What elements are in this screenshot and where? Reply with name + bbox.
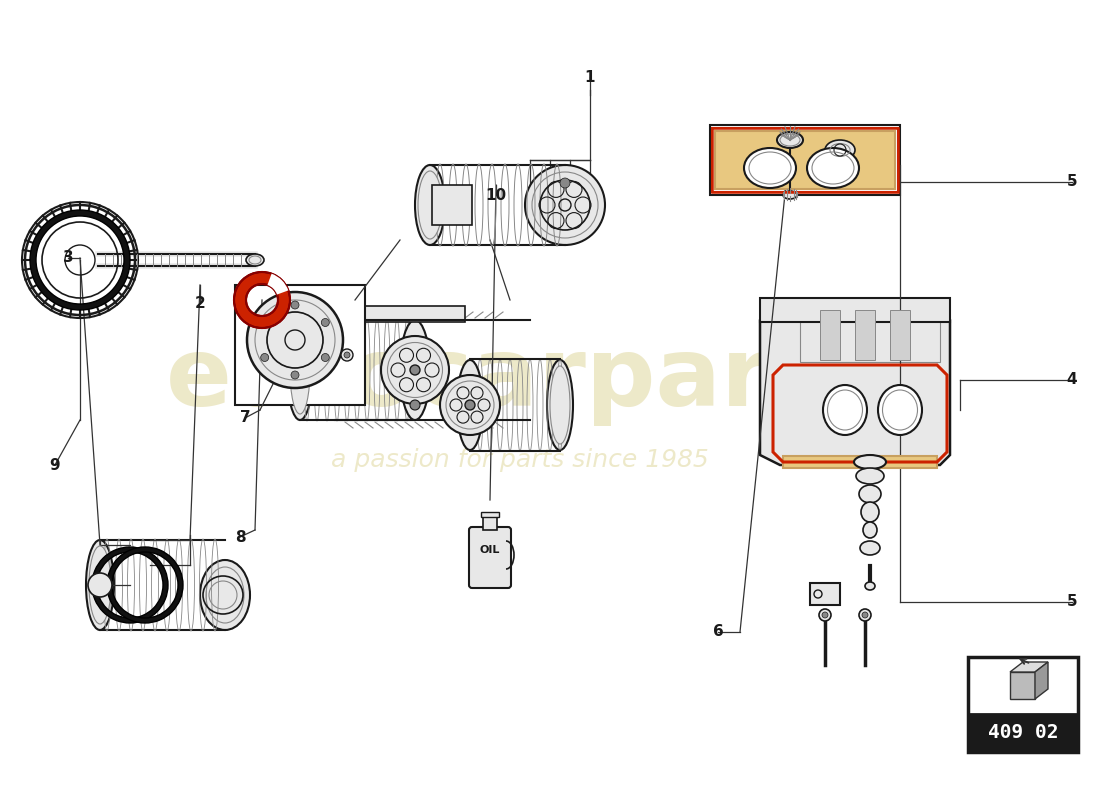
Ellipse shape	[415, 165, 446, 245]
Ellipse shape	[381, 336, 449, 404]
Bar	[345, 306, 465, 322]
Ellipse shape	[89, 546, 111, 624]
Text: 4: 4	[1067, 373, 1077, 387]
Circle shape	[321, 354, 329, 362]
Bar	[968, 657, 1078, 752]
Ellipse shape	[290, 326, 310, 414]
Bar	[718, 134, 892, 186]
Circle shape	[321, 318, 329, 326]
Text: 1: 1	[585, 70, 595, 85]
Bar	[483, 515, 497, 530]
Ellipse shape	[86, 540, 114, 630]
Bar	[968, 714, 1078, 752]
Ellipse shape	[865, 582, 874, 590]
Bar	[890, 310, 910, 360]
Ellipse shape	[783, 191, 798, 199]
Ellipse shape	[744, 148, 796, 188]
Bar	[783, 456, 937, 468]
Circle shape	[88, 573, 112, 597]
Text: 10: 10	[485, 187, 507, 202]
Text: 9: 9	[50, 458, 60, 473]
Circle shape	[248, 292, 343, 388]
Bar	[432, 185, 472, 225]
Circle shape	[292, 371, 299, 379]
Text: 3: 3	[63, 250, 74, 266]
Ellipse shape	[440, 375, 500, 435]
Bar	[855, 310, 875, 360]
Text: 409 02: 409 02	[988, 723, 1058, 742]
Circle shape	[410, 400, 420, 410]
Circle shape	[859, 609, 871, 621]
Ellipse shape	[287, 320, 314, 420]
Polygon shape	[1035, 662, 1048, 699]
Wedge shape	[267, 274, 288, 294]
Bar	[712, 128, 898, 192]
Ellipse shape	[777, 132, 803, 148]
Circle shape	[341, 349, 353, 361]
Circle shape	[820, 609, 830, 621]
Bar	[712, 128, 898, 192]
Ellipse shape	[859, 485, 881, 503]
Bar	[820, 310, 840, 360]
Ellipse shape	[864, 522, 877, 538]
Bar	[710, 125, 900, 195]
Bar	[800, 307, 940, 362]
Ellipse shape	[807, 148, 859, 188]
Circle shape	[261, 318, 268, 326]
Circle shape	[862, 612, 868, 618]
Ellipse shape	[525, 165, 605, 245]
Text: 2: 2	[195, 295, 206, 310]
Ellipse shape	[200, 560, 250, 630]
Ellipse shape	[823, 385, 867, 435]
Wedge shape	[107, 547, 183, 623]
Polygon shape	[1010, 662, 1048, 672]
Ellipse shape	[550, 366, 570, 444]
Circle shape	[560, 178, 570, 188]
Circle shape	[822, 612, 828, 618]
Bar	[715, 131, 895, 189]
Text: 7: 7	[240, 410, 251, 426]
Ellipse shape	[547, 360, 573, 450]
Ellipse shape	[246, 254, 264, 266]
Ellipse shape	[861, 502, 879, 522]
Bar	[235, 285, 365, 405]
Wedge shape	[234, 272, 290, 328]
Ellipse shape	[825, 140, 855, 160]
Wedge shape	[92, 547, 168, 623]
Ellipse shape	[456, 360, 483, 450]
Bar	[481, 512, 499, 517]
Text: 5: 5	[1067, 594, 1077, 610]
Ellipse shape	[878, 385, 922, 435]
Text: 5: 5	[1067, 174, 1077, 190]
Circle shape	[261, 354, 268, 362]
Circle shape	[465, 400, 475, 410]
Wedge shape	[30, 210, 130, 310]
Ellipse shape	[418, 171, 442, 239]
Text: 6: 6	[713, 625, 724, 639]
FancyBboxPatch shape	[469, 527, 512, 588]
Text: eurocarparts: eurocarparts	[166, 334, 874, 426]
Text: a passion for parts since 1985: a passion for parts since 1985	[331, 448, 708, 472]
Ellipse shape	[400, 320, 430, 420]
Polygon shape	[1010, 672, 1035, 699]
Ellipse shape	[860, 541, 880, 555]
Circle shape	[292, 301, 299, 309]
Circle shape	[344, 352, 350, 358]
Text: 8: 8	[234, 530, 245, 545]
Ellipse shape	[854, 455, 886, 469]
Circle shape	[410, 365, 420, 375]
Bar	[760, 298, 950, 322]
Polygon shape	[760, 300, 950, 465]
Ellipse shape	[856, 468, 884, 484]
Bar	[810, 583, 840, 605]
Text: OIL: OIL	[480, 545, 501, 555]
